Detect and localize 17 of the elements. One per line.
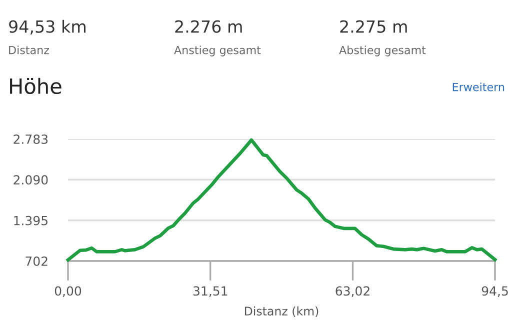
y-tick-label: 2.783 xyxy=(14,134,48,144)
text: Abstieg gesamt xyxy=(339,46,426,56)
y-tick-label: 1.395 xyxy=(14,216,48,226)
text: Erweitern xyxy=(452,82,504,92)
x-tick-label: 0,00 xyxy=(54,286,82,297)
y-tick-label: 702 xyxy=(26,256,48,266)
x-tick-label: 63,02 xyxy=(336,286,370,297)
text: 2.276 m xyxy=(175,20,242,33)
x-tick-label: 31,51 xyxy=(193,286,228,297)
text: 2.275 m xyxy=(340,20,407,33)
x-axis-title: Distanz (km) xyxy=(244,306,318,317)
text: Anstieg gesamt xyxy=(174,46,261,56)
text: Distanz xyxy=(9,46,49,54)
y-tick-label: 2.090 xyxy=(14,175,48,185)
text: 94,53 km xyxy=(9,20,86,35)
x-tick-label: 94,5 xyxy=(482,286,508,297)
chart-title: Höhe xyxy=(10,78,62,94)
